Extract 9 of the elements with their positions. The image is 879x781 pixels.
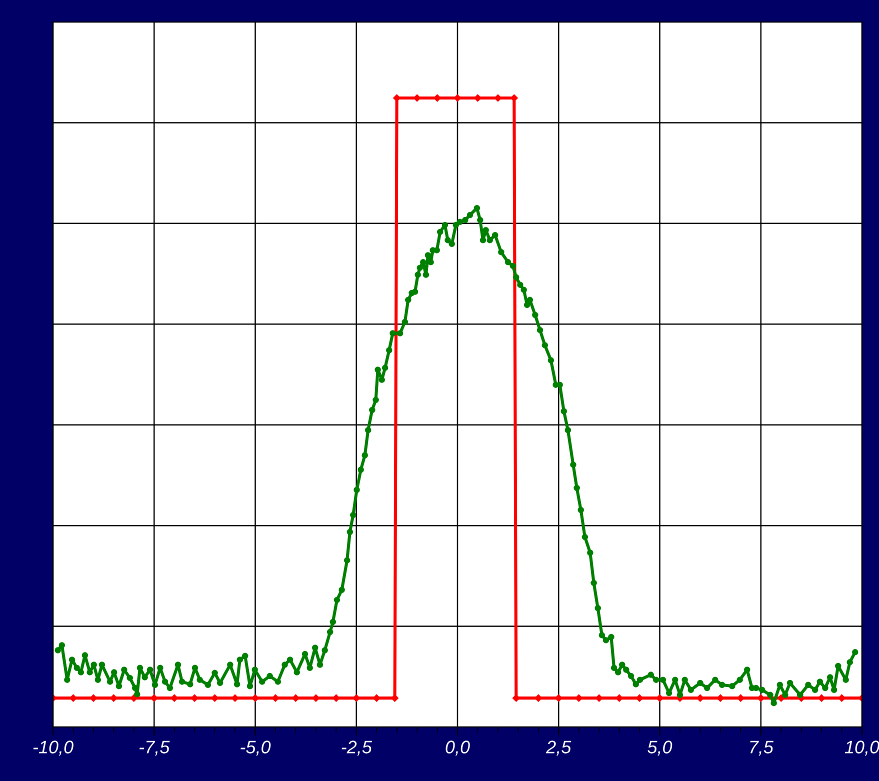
x-tick-label: 10,0 bbox=[844, 740, 879, 756]
x-tick-label: 0,0 bbox=[446, 740, 470, 756]
x-tick-label: 5,0 bbox=[648, 740, 672, 756]
x-tick-label: -5,0 bbox=[240, 740, 271, 756]
x-tick-label: 2,5 bbox=[546, 740, 572, 756]
x-tick-label: -2,5 bbox=[342, 740, 372, 756]
x-tick-label: 7,5 bbox=[750, 740, 774, 756]
x-tick-label: -7,5 bbox=[139, 740, 170, 756]
x-tick-label: -10,0 bbox=[33, 740, 74, 756]
